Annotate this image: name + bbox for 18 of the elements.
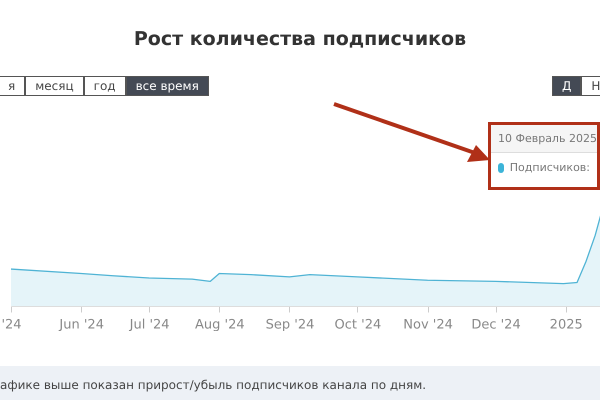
chart-title: Рост количества подписчиков: [132, 28, 468, 50]
text: все время: [126, 76, 209, 96]
x-tick-label: Nov '24: [403, 318, 453, 332]
x-tick-label: Jul '24: [128, 318, 170, 332]
text: год: [84, 76, 126, 96]
text: я: [0, 76, 26, 96]
x-tick-label: 2025: [550, 318, 583, 332]
x-tick-label: Oct '24: [334, 318, 382, 332]
x-tick-label: Sep '24: [266, 318, 314, 332]
x-tick-label: Dec '24: [471, 318, 521, 332]
x-tick-label: Jun '24: [58, 318, 104, 332]
x-tick-label: Aug '24: [194, 318, 245, 332]
text: месяц: [25, 76, 84, 96]
text: Н: [581, 76, 600, 96]
text: Д: [552, 76, 582, 96]
text: афике выше показан прирост/убыль подписчиков канала по дням.: [0, 366, 600, 400]
x-tick-label: '24: [1, 318, 22, 332]
tooltip-panel: 10 Февраль 2025 Подписчиков:: [488, 122, 600, 190]
